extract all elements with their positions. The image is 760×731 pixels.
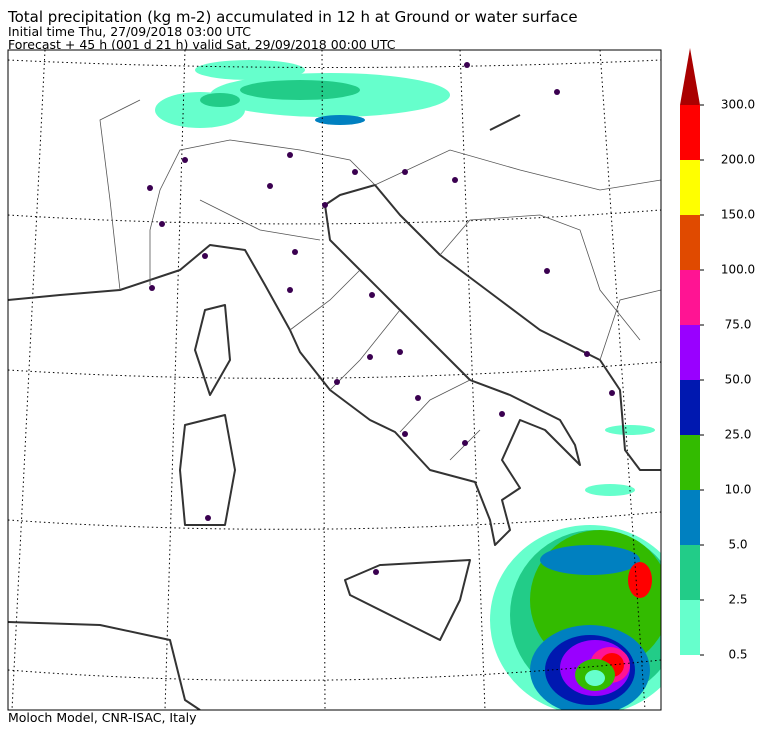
initial-time: Initial time Thu, 27/09/2018 03:00 UTC (8, 24, 251, 39)
colorbar-label: 0.5 (728, 648, 747, 662)
map-frame (7, 49, 662, 711)
colorbar-segment (680, 600, 700, 655)
map (8, 50, 661, 710)
colorbar-label: 50.0 (725, 373, 752, 387)
colorbar-label: 25.0 (725, 428, 752, 442)
borders (99, 99, 661, 461)
colorbar-segment (680, 435, 700, 490)
coastlines (8, 114, 661, 710)
colorbar-segment (680, 380, 700, 435)
forecast-time: Forecast + 45 h (001 d 21 h) valid Sat, … (8, 37, 396, 52)
colorbar-segment (680, 270, 700, 325)
colorbar-label: 200.0 (721, 153, 755, 167)
colorbar-label: 75.0 (725, 318, 752, 332)
colorbar-label: 300.0 (721, 98, 755, 112)
colorbar: 0.5 2.5 5.0 10.0 25.0 50.0 75.0 100.0 150.0 200.0… (680, 48, 755, 662)
colorbar-label: 5.0 (728, 538, 747, 552)
colorbar-segment (680, 325, 700, 380)
title: Total precipitation (kg m-2) accumulated… (7, 8, 578, 26)
graticule (8, 50, 661, 710)
colorbar-segment (680, 160, 700, 215)
precip-cyclone (490, 525, 661, 710)
colorbar-segment (680, 215, 700, 270)
colorbar-label: 150.0 (721, 208, 755, 222)
footer: Moloch Model, CNR-ISAC, Italy (8, 710, 197, 725)
colorbar-label: 10.0 (725, 483, 752, 497)
colorbar-label: 2.5 (728, 593, 747, 607)
colorbar-segment (680, 105, 700, 160)
colorbar-segment (680, 490, 700, 545)
colorbar-segment (680, 545, 700, 600)
colorbar-extend (680, 48, 700, 105)
precip-alps (155, 60, 655, 496)
colorbar-label: 100.0 (721, 263, 755, 277)
cities (147, 62, 615, 575)
